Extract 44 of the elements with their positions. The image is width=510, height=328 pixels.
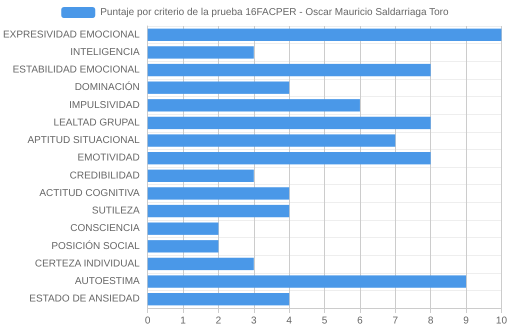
y-tick-label: DOMINACIÓN [74,81,140,94]
bar [148,240,218,252]
y-tick-label: EMOTIVIDAD [77,152,140,164]
bar [148,82,290,94]
y-tick-label: IMPULSIVIDAD [69,100,140,111]
bar [148,116,431,130]
y-tick-label: LEALTAD GRUPAL [54,117,140,128]
y-tick-label: ESTADO DE ANSIEDAD [29,294,140,305]
x-tick-label: 8 [428,316,434,326]
y-tick-label: SUTILEZA [92,206,140,217]
y-tick-label: AUTOESTIMA [74,276,140,288]
bar [148,152,431,164]
bar [148,46,254,59]
y-tick-label: POSICIÓN SOCIAL [51,240,140,252]
y-tick-label: CERTEZA INDIVIDUAL [34,258,140,270]
x-tick-label: 6 [357,316,364,326]
x-tick-label: 9 [463,316,470,326]
x-tick-label: 3 [251,316,258,326]
bar [148,187,290,200]
bar [148,275,466,288]
x-tick-label: 5 [322,316,328,326]
y-tick-label: CONSCIENCIA [70,223,140,234]
bar [148,258,254,270]
y-tick-label: ESTABILIDAD EMOCIONAL [12,64,140,76]
bar [148,204,290,218]
bar [148,28,502,41]
bar [148,170,254,182]
y-tick-label: ACTITUD COGNITIVA [39,188,140,199]
bar [148,99,360,112]
bar [148,134,396,147]
bar [148,222,218,235]
bar [148,64,431,76]
x-tick-label: 7 [392,316,399,326]
x-tick-label: 1 [180,316,186,326]
y-tick-label: CREDIBILIDAD [70,170,140,182]
x-tick-label: 4 [286,316,292,326]
y-tick-label: APTITUD SITUACIONAL [27,135,140,146]
bar [148,293,290,306]
y-tick-label: EXPRESIVIDAD EMOCIONAL [2,29,140,40]
x-tick-label: 10 [496,316,508,326]
x-tick-label: 0 [144,316,151,326]
y-tick-label: INTELIGENCIA [70,46,140,58]
x-tick-label: 2 [216,316,222,326]
legend-label: Puntaje por criterio de la prueba 16FACPER - Oscar Mauricio Saldarriaga Toro [100,7,450,18]
